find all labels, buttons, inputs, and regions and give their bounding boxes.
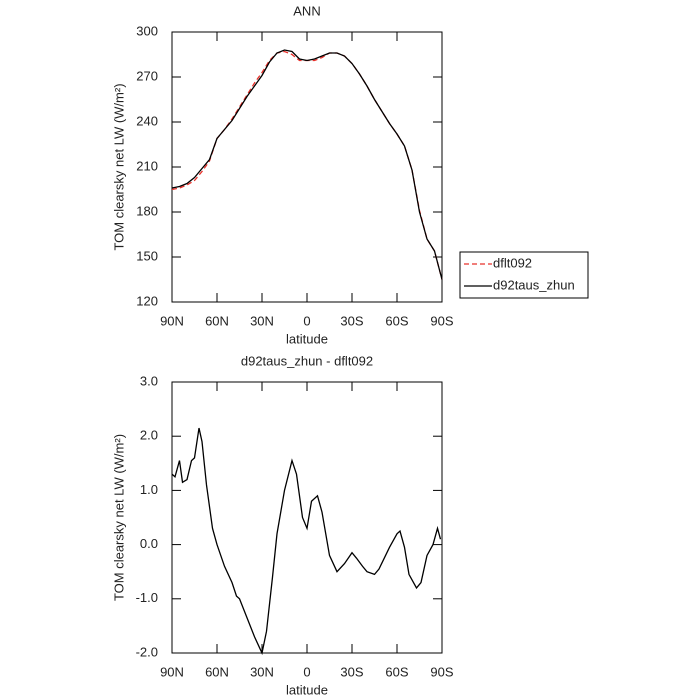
y-tick-label: 120 bbox=[136, 293, 158, 308]
x-tick-label: 90S bbox=[430, 313, 453, 328]
x-tick-label: 30S bbox=[340, 313, 363, 328]
x-tick-label: 30N bbox=[250, 664, 274, 679]
legend-label: dflt092 bbox=[493, 255, 532, 270]
x-axis-label: latitude bbox=[286, 331, 328, 346]
y-tick-label: 1.0 bbox=[140, 482, 158, 497]
x-tick-label: 0 bbox=[303, 664, 310, 679]
y-axis-label: TOM clearsky net LW (W/m²) bbox=[111, 434, 126, 601]
y-tick-label: 3.0 bbox=[140, 373, 158, 388]
y-tick-label: 270 bbox=[136, 68, 158, 83]
x-tick-label: 0 bbox=[303, 313, 310, 328]
x-tick-label: 90N bbox=[160, 313, 184, 328]
legend-box bbox=[459, 251, 589, 299]
x-tick-label: 30S bbox=[340, 664, 363, 679]
x-tick-label: 30N bbox=[250, 313, 274, 328]
y-tick-label: 0.0 bbox=[140, 536, 158, 551]
y-tick-label: -2.0 bbox=[136, 644, 158, 659]
x-axis-label: latitude bbox=[286, 682, 328, 697]
plot-frame bbox=[171, 31, 443, 303]
y-tick-label: 210 bbox=[136, 158, 158, 173]
y-tick-label: 2.0 bbox=[140, 428, 158, 443]
y-tick-label: 180 bbox=[136, 203, 158, 218]
plot-frame bbox=[171, 381, 443, 654]
data-line bbox=[171, 427, 442, 656]
y-tick-label: 240 bbox=[136, 113, 158, 128]
x-tick-label: 60S bbox=[385, 313, 408, 328]
x-tick-label: 60S bbox=[385, 664, 408, 679]
y-tick-label: 300 bbox=[136, 23, 158, 38]
x-tick-label: 90N bbox=[160, 664, 184, 679]
y-tick-label: -1.0 bbox=[136, 590, 158, 605]
x-tick-label: 60N bbox=[205, 664, 229, 679]
y-axis-label: TOM clearsky net LW (W/m²) bbox=[111, 83, 126, 250]
chart-title: ANN bbox=[293, 3, 320, 18]
x-tick-label: 60N bbox=[205, 313, 229, 328]
chart-title: d92taus_zhun - dflt092 bbox=[241, 353, 373, 368]
legend-label: d92taus_zhun bbox=[493, 277, 575, 292]
data-line bbox=[171, 50, 443, 280]
data-line bbox=[171, 49, 443, 280]
x-tick-label: 90S bbox=[430, 664, 453, 679]
y-tick-label: 150 bbox=[136, 248, 158, 263]
